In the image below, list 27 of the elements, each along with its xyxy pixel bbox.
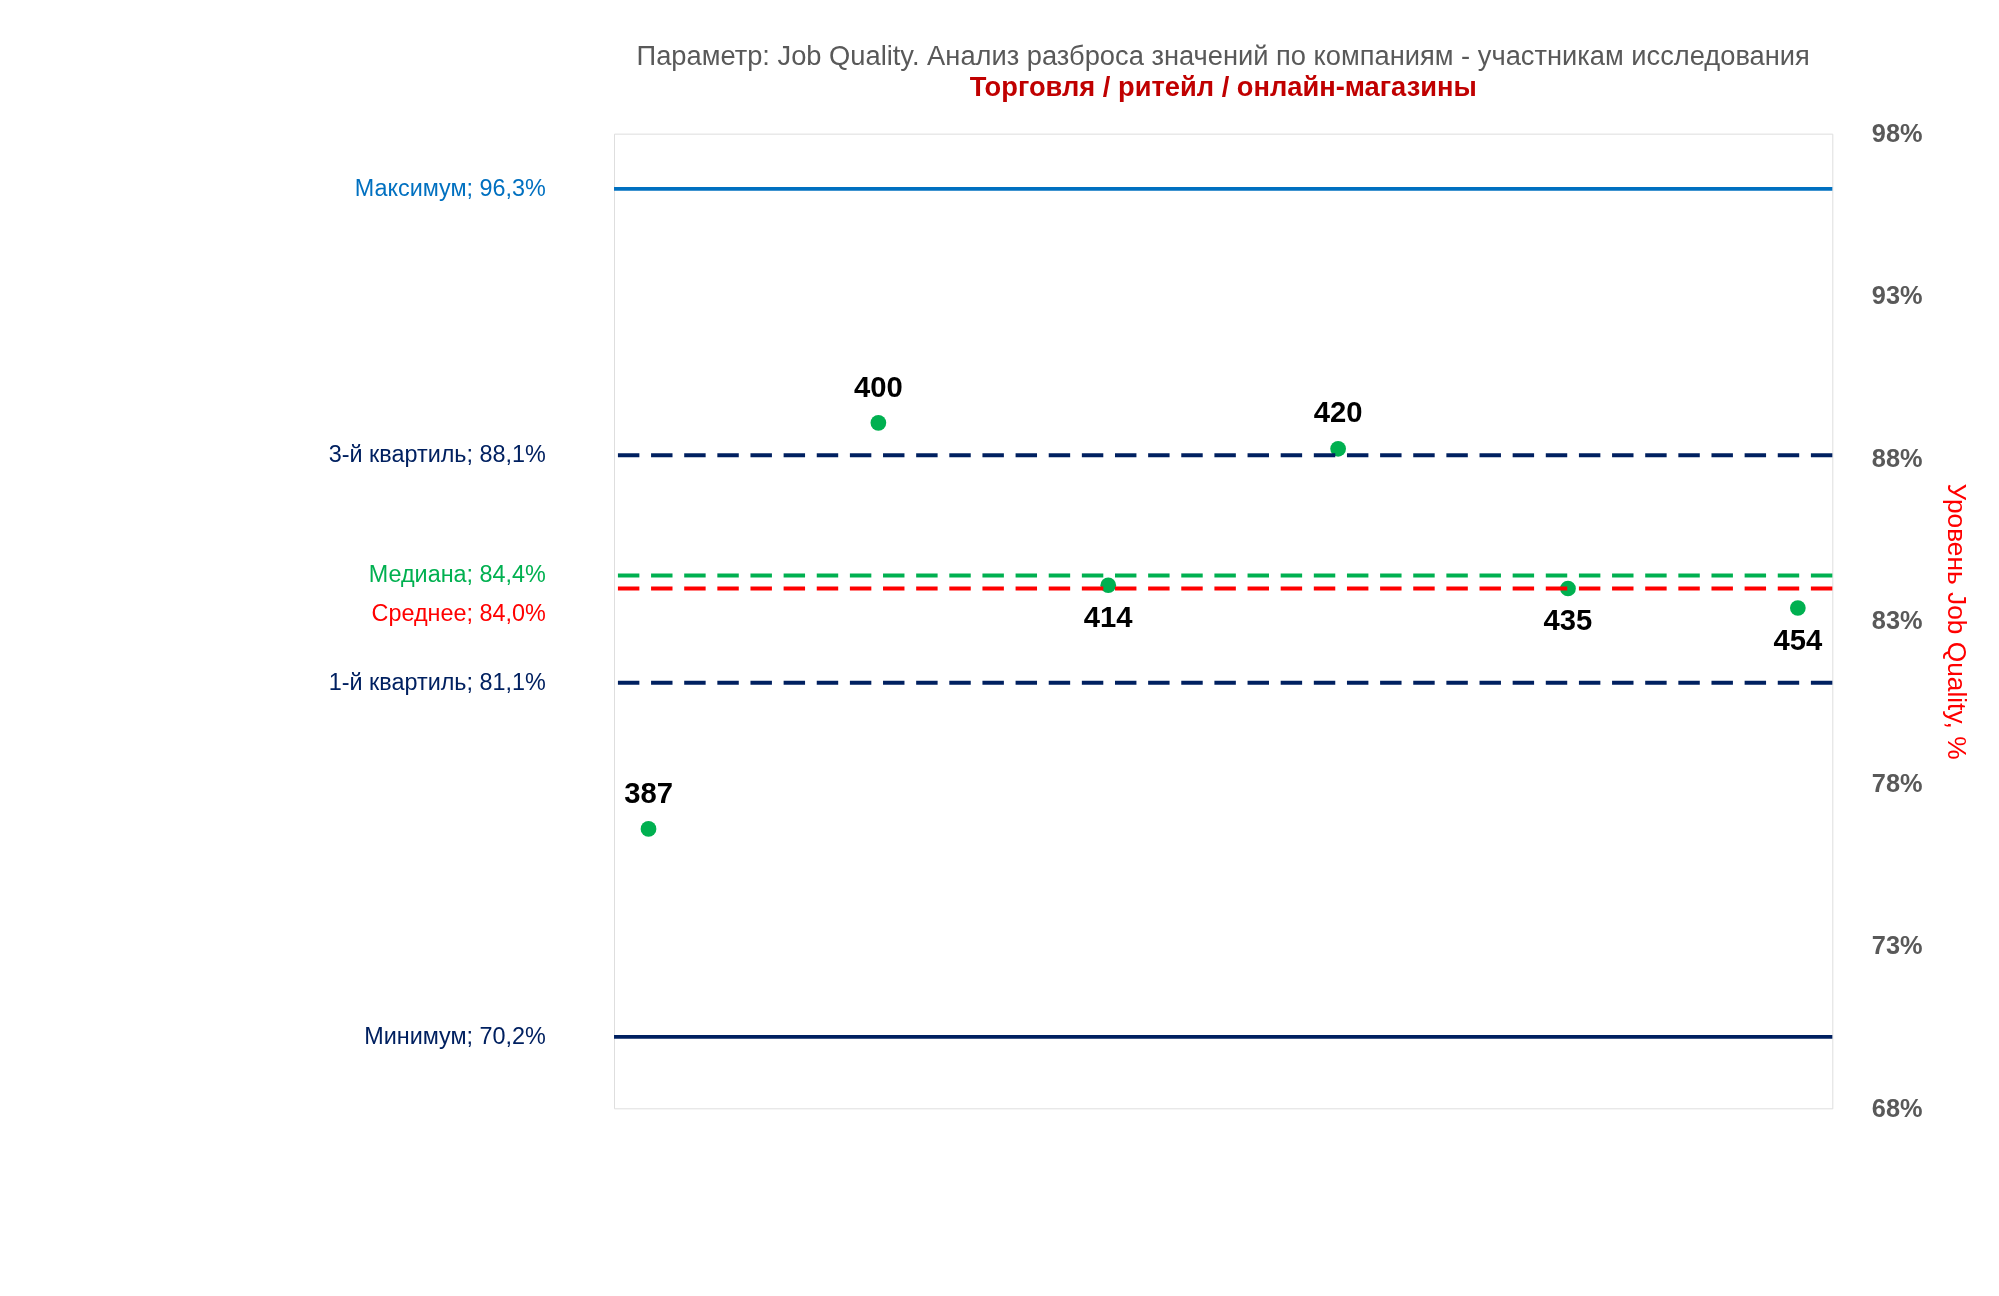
y2-tick-label: 98% bbox=[1871, 118, 1923, 147]
annotation: 454 bbox=[1773, 623, 1823, 656]
y2-tick-label: 73% bbox=[1871, 931, 1923, 960]
y2-tick-label: 93% bbox=[1871, 281, 1923, 310]
point bbox=[870, 414, 887, 431]
annotation: 400 bbox=[853, 370, 903, 403]
point bbox=[1100, 577, 1117, 594]
y2-tick-label: 78% bbox=[1871, 768, 1923, 797]
ref-line-label: Максимум; 96,3% bbox=[354, 174, 546, 201]
annotation: 387 bbox=[624, 776, 673, 809]
ref-line-label: Среднее; 84,0% bbox=[371, 600, 546, 627]
y2-tick-label: 88% bbox=[1871, 443, 1923, 472]
annotation: 414 bbox=[1083, 601, 1134, 634]
annotation: 435 bbox=[1543, 604, 1593, 637]
chart-subtitle: Торговля / ритейл / онлайн-магазины bbox=[969, 70, 1477, 102]
chart-title: Параметр: Job Quality. Анализ разброса значений по компаниям - участникам исследования bbox=[636, 40, 1810, 72]
point bbox=[1790, 600, 1806, 616]
point bbox=[1330, 440, 1346, 457]
y2-tick-label: 83% bbox=[1871, 606, 1923, 635]
ref-line-label: Минимум; 70,2% bbox=[364, 1022, 546, 1049]
ref-line-label: 1-й квартиль; 81,1% bbox=[328, 668, 546, 695]
y2-axis-title: Уровень Job Quality, % bbox=[1941, 483, 1972, 760]
annotation: 420 bbox=[1313, 396, 1363, 429]
ref-line-label: Медиана; 84,4% bbox=[368, 561, 546, 588]
y2-tick-label: 68% bbox=[1871, 1093, 1923, 1122]
point bbox=[640, 821, 657, 837]
ref-line-label: 3-й квартиль; 88,1% bbox=[328, 441, 546, 468]
